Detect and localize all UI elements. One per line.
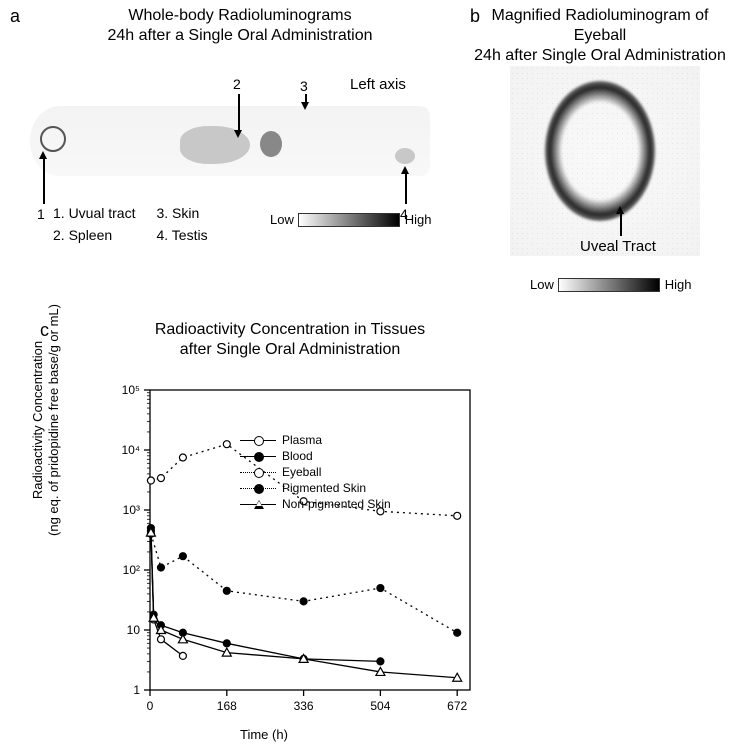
panel-c: c Radioactivity Concentration in Tissues… xyxy=(40,320,520,750)
panel-a-title: Whole-body Radioluminograms 24h after a … xyxy=(50,6,430,46)
panel-b-title: Magnified Radioluminogram of Eyeball 24h… xyxy=(470,6,730,66)
x-axis-label: Time (h) xyxy=(240,727,288,742)
legend-row: Pigmented Skin xyxy=(240,480,391,496)
svg-text:10⁵: 10⁵ xyxy=(122,383,140,397)
panel-b-label: b xyxy=(470,6,480,27)
chart-legend: PlasmaBloodEyeballPigmented SkinNon-pigm… xyxy=(240,432,391,512)
svg-text:10: 10 xyxy=(127,623,141,637)
uveal-tract-label: Uveal Tract xyxy=(580,238,656,255)
annot-3: 3 xyxy=(300,78,308,94)
svg-text:336: 336 xyxy=(294,699,314,713)
eye-ring-spot xyxy=(40,126,66,152)
eyeball-image xyxy=(510,66,700,256)
svg-text:10³: 10³ xyxy=(123,503,140,517)
annot-1: 1 xyxy=(37,206,45,222)
radioluminogram-body xyxy=(30,106,430,176)
svg-text:10²: 10² xyxy=(123,563,140,577)
panel-a-legend: 1. Uvual tract3. Skin 2. Spleen4. Testis xyxy=(50,201,228,247)
organ-spot xyxy=(260,131,282,157)
y-axis-label: Radioactivity Concentration (ng eq. of p… xyxy=(30,280,61,560)
panel-c-title: Radioactivity Concentration in Tissues a… xyxy=(80,320,500,360)
panel-a: a Whole-body Radioluminograms 24h after … xyxy=(10,6,450,286)
legend-row: Blood xyxy=(240,448,391,464)
svg-text:10⁴: 10⁴ xyxy=(121,443,140,457)
svg-text:168: 168 xyxy=(217,699,237,713)
svg-text:0: 0 xyxy=(147,699,154,713)
gradient-b: Low High xyxy=(530,276,692,294)
panel-b: b Magnified Radioluminogram of Eyeball 2… xyxy=(470,6,740,306)
uveal-ring xyxy=(545,81,655,221)
annot-2: 2 xyxy=(233,76,241,92)
concentration-chart: 11010²10³10⁴10⁵0168336504672 Radioactivi… xyxy=(40,380,500,740)
legend-row: Non-pigmented Skin xyxy=(240,496,391,512)
legend-row: Eyeball xyxy=(240,464,391,480)
left-axis-label: Left axis xyxy=(350,76,406,93)
svg-text:1: 1 xyxy=(133,683,140,697)
gradient-a: Low High xyxy=(270,211,432,229)
legend-row: Plasma xyxy=(240,432,391,448)
svg-text:672: 672 xyxy=(447,699,467,713)
panel-a-label: a xyxy=(10,6,20,27)
svg-text:504: 504 xyxy=(370,699,390,713)
testis-spot xyxy=(395,148,415,164)
